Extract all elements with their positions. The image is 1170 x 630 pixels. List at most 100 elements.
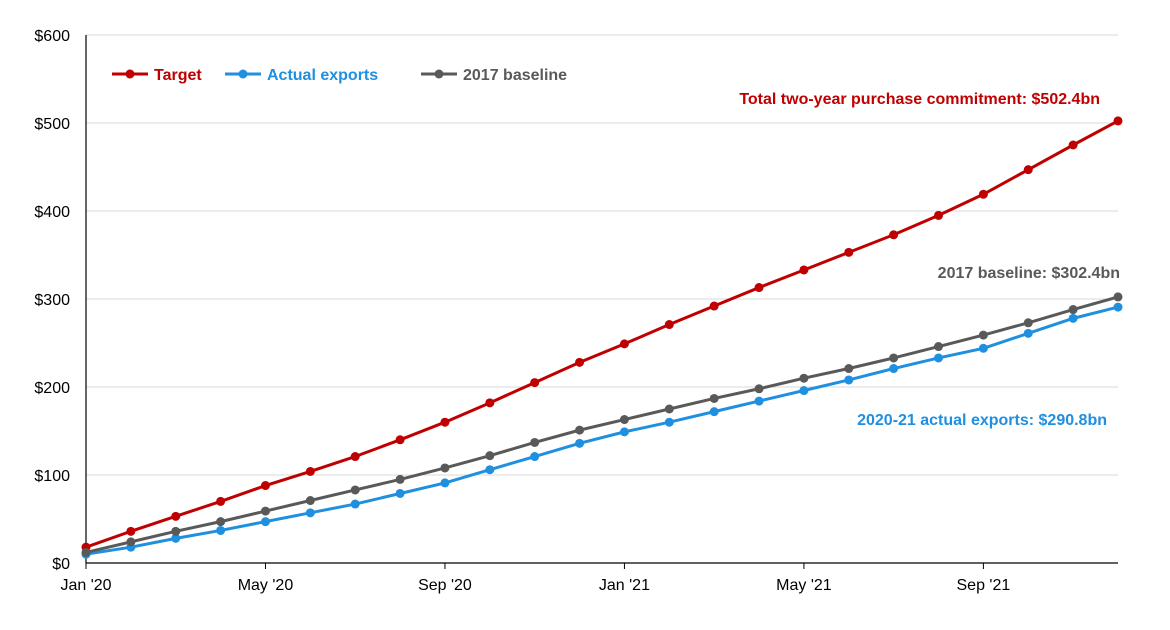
data-point xyxy=(305,496,315,506)
data-point xyxy=(395,488,405,498)
data-point xyxy=(754,396,764,406)
data-point xyxy=(889,364,899,374)
data-point xyxy=(440,463,450,473)
x-tick-label: May '21 xyxy=(776,577,832,594)
legend-label: 2017 baseline xyxy=(463,67,567,84)
data-point xyxy=(260,506,270,516)
legend-marker xyxy=(434,69,444,79)
x-tick-label: Sep '21 xyxy=(957,577,1011,594)
data-point xyxy=(1023,328,1033,338)
data-point xyxy=(485,451,495,461)
data-point xyxy=(709,301,719,311)
legend-marker xyxy=(125,69,135,79)
data-point xyxy=(978,343,988,353)
data-point xyxy=(305,508,315,518)
data-point xyxy=(664,320,674,330)
data-point xyxy=(575,357,585,367)
data-point xyxy=(81,547,91,557)
y-tick-label: $600 xyxy=(34,28,70,45)
data-point xyxy=(126,537,136,547)
data-point xyxy=(530,452,540,462)
series-line xyxy=(85,119,1119,549)
grid-lines xyxy=(86,34,1118,476)
series-line xyxy=(85,295,1119,554)
x-tick-label: May '20 xyxy=(238,577,294,594)
data-point xyxy=(619,339,629,349)
data-point xyxy=(350,485,360,495)
data-point xyxy=(395,474,405,484)
y-tick-label: $200 xyxy=(34,380,70,397)
annotations: Total two-year purchase commitment: $502… xyxy=(739,91,1120,429)
data-point xyxy=(709,393,719,403)
data-point xyxy=(934,353,944,363)
data-point xyxy=(305,466,315,476)
data-point xyxy=(799,373,809,383)
legend: Target Actual exports 2017 baseline xyxy=(112,67,567,84)
data-point xyxy=(575,438,585,448)
data-point xyxy=(664,417,674,427)
y-tick-label: $100 xyxy=(34,468,70,485)
y-tick-label: $500 xyxy=(34,116,70,133)
data-point xyxy=(1068,140,1078,150)
data-point xyxy=(260,517,270,527)
data-point xyxy=(171,533,181,543)
data-point xyxy=(978,330,988,340)
data-point xyxy=(216,496,226,506)
annotation-label: Total two-year purchase commitment: $502… xyxy=(739,91,1100,108)
data-point xyxy=(395,435,405,445)
data-point xyxy=(485,465,495,475)
data-point xyxy=(216,517,226,527)
data-point xyxy=(530,378,540,388)
legend-marker xyxy=(238,69,248,79)
data-point xyxy=(260,481,270,491)
legend-label: Target xyxy=(154,67,202,84)
data-point xyxy=(709,407,719,417)
data-point xyxy=(934,210,944,220)
legend-label: Actual exports xyxy=(267,67,378,84)
data-point xyxy=(1113,302,1123,312)
data-point xyxy=(844,375,854,385)
data-point xyxy=(844,364,854,374)
x-tick-label: Jan '20 xyxy=(60,577,111,594)
x-tick-label: Sep '20 xyxy=(418,577,472,594)
data-point xyxy=(889,353,899,363)
series-group xyxy=(81,116,1123,559)
data-point xyxy=(575,425,585,435)
data-point xyxy=(754,283,764,293)
data-point xyxy=(440,417,450,427)
axes: $0 $100 $200 $300 $400 $500 $600 Jan '20 May '20… xyxy=(34,28,1118,594)
data-point xyxy=(754,384,764,394)
data-point xyxy=(664,404,674,414)
data-point xyxy=(216,525,226,535)
data-point xyxy=(978,189,988,199)
data-point xyxy=(889,230,899,240)
annotation-label: 2020-21 actual exports: $290.8bn xyxy=(857,412,1107,429)
data-point xyxy=(1068,305,1078,315)
data-point xyxy=(1113,292,1123,302)
data-point xyxy=(171,526,181,536)
data-point xyxy=(844,247,854,257)
data-point xyxy=(530,437,540,447)
data-point xyxy=(350,499,360,509)
data-point xyxy=(934,342,944,352)
y-tick-label: $400 xyxy=(34,204,70,221)
data-point xyxy=(1113,116,1123,126)
x-tick-label: Jan '21 xyxy=(599,577,650,594)
data-point xyxy=(619,427,629,437)
data-point xyxy=(1023,165,1033,175)
data-point xyxy=(1068,313,1078,323)
data-point xyxy=(799,265,809,275)
data-point xyxy=(126,526,136,536)
y-tick-label: $300 xyxy=(34,292,70,309)
data-point xyxy=(619,415,629,425)
data-point xyxy=(485,398,495,408)
data-point xyxy=(171,511,181,521)
annotation-label: 2017 baseline: $302.4bn xyxy=(938,265,1120,282)
data-point xyxy=(440,478,450,488)
data-point xyxy=(799,386,809,396)
data-point xyxy=(350,452,360,462)
y-tick-label: $0 xyxy=(52,556,70,573)
series-line xyxy=(85,305,1119,556)
data-point xyxy=(1023,318,1033,328)
